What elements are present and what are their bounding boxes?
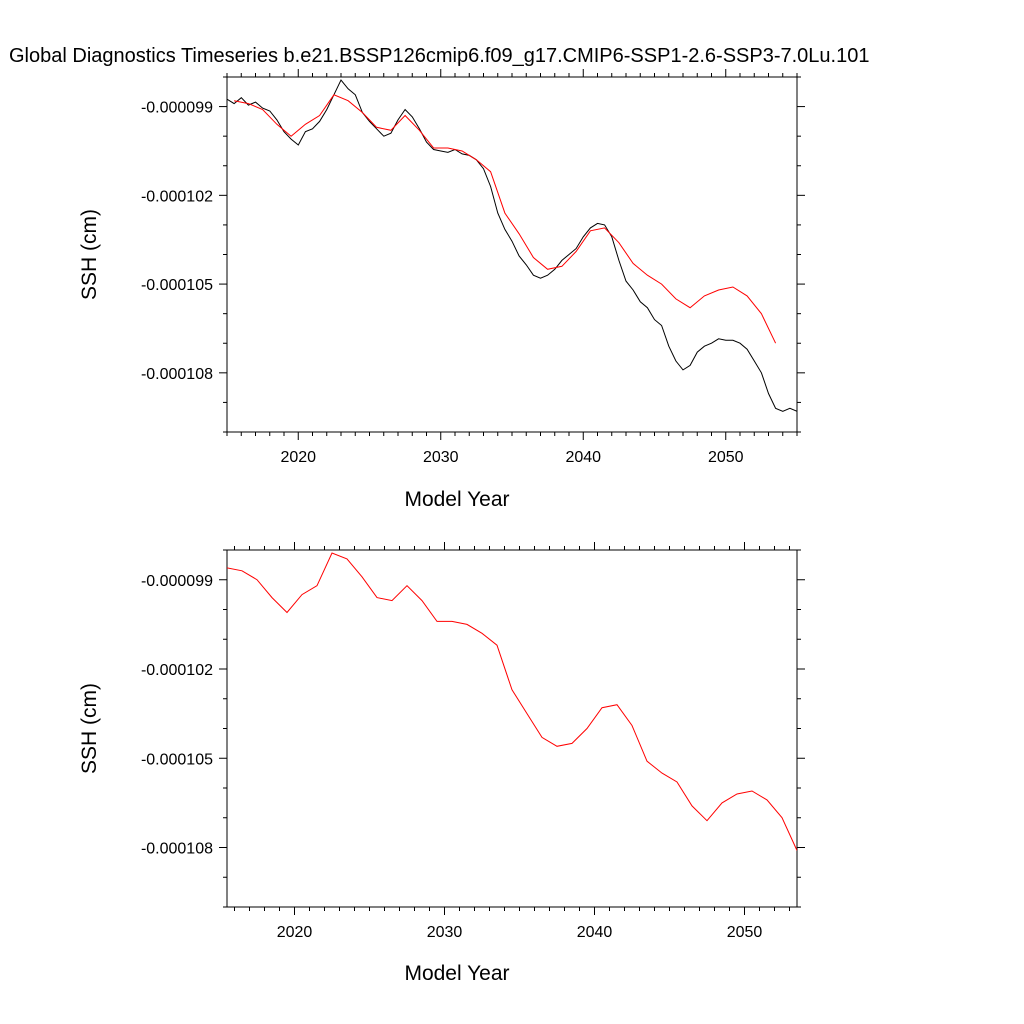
chart-top: 2020 2030 2040 2050 -0.000099 -0.000102 -0.000…	[78, 69, 805, 511]
chart-bottom-x-axis-title: Model Year	[404, 962, 509, 985]
chart-bottom: 2020 2030 2040 2050 -0.000099 -0.000102 -0.000…	[78, 542, 805, 985]
chart-bottom-y-tick-label: -0.000102	[141, 662, 213, 679]
chart-bottom-x-tick-label: 2020	[277, 924, 313, 941]
chart-top-frame	[226, 76, 798, 433]
chart-top-y-axis-title: SSH (cm)	[78, 209, 101, 300]
chart-top-y-tick-label: -0.000102	[141, 188, 213, 205]
chart-top-x-tick-label: 2050	[708, 449, 744, 466]
chart-top-x-tick-label: 2020	[280, 449, 316, 466]
chart-bottom-x-tick-label: 2030	[427, 924, 463, 941]
chart-bottom-x-tick-label: 2040	[577, 924, 613, 941]
chart-bottom-y-tick-label: -0.000105	[141, 751, 213, 768]
chart-bottom-y-tick-label: -0.000099	[141, 573, 213, 590]
chart-top-x-tick-label: 2040	[565, 449, 601, 466]
chart-top-x-axis-title: Model Year	[404, 488, 509, 511]
chart-top-y-tick-label: -0.000108	[141, 366, 213, 383]
chart-top-y-tick-label: -0.000105	[141, 277, 213, 294]
chart-bottom-y-tick-label: -0.000108	[141, 841, 213, 858]
chart-top-y-tick-label: -0.000099	[141, 100, 213, 117]
chart-bottom-y-axis-title: SSH (cm)	[78, 683, 101, 774]
chart-bottom-x-tick-label: 2050	[727, 924, 763, 941]
chart-bottom-series-line-0	[227, 552, 797, 851]
chart-bottom-frame	[226, 549, 798, 908]
chart-top-x-tick-label: 2030	[423, 449, 459, 466]
page-title: Global Diagnostics Timeseries b.e21.BSSP…	[9, 45, 870, 67]
chart-top-series-line-0	[227, 79, 797, 412]
chart-top-series-line-1	[234, 94, 777, 344]
